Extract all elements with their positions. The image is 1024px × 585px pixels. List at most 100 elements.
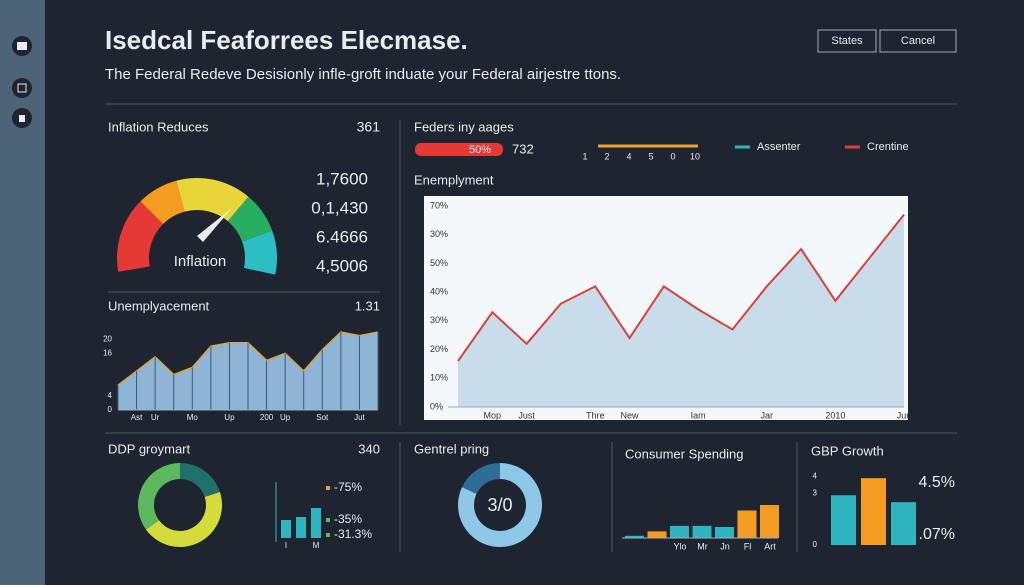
bar [831,495,856,545]
y-tick-label: 20% [430,344,448,354]
donut-segment [461,463,500,494]
line [457,213,905,362]
x-tick-label: Mop [484,410,502,420]
x-tick-label: Mo [187,413,199,422]
bar [737,510,757,538]
panel-title: DDP groymart [108,441,191,456]
y-tick-label: 50% [430,258,448,268]
y-tick-label: 0 [813,540,818,549]
y-tick-label: 0% [430,401,443,411]
x-tick-label: New [621,410,640,420]
button[interactable] [817,29,877,53]
x-tick-label: Jn [720,541,730,551]
button-label[interactable]: States [831,35,863,47]
bar [891,502,916,545]
count: 732 [512,141,534,156]
button[interactable] [879,29,957,53]
donut-segment [180,463,220,497]
gauge-segment [140,180,185,225]
badge: 361 [357,119,381,135]
x-tick-label: Ylo [673,541,686,551]
panel-title: Unemplyacement [108,298,210,313]
x-tick-label: Sot [316,413,329,422]
nav-glyph [19,115,25,122]
badge: 1.31 [355,298,380,313]
bar [670,525,689,538]
legend-label: Crentine [867,141,909,153]
scale-label: 2 [604,151,609,161]
gauge [117,178,277,275]
scale-label: 1 [582,151,587,161]
bar [296,517,306,538]
x-tick-label: M [313,541,320,550]
y-tick-label: 3 [813,489,818,498]
stat: 6.4666 [316,227,368,246]
x-tick-label: 2010 [825,410,845,420]
x-tick-label: Iam [691,410,706,420]
note: -75% [334,480,362,494]
note-bullet [326,518,330,522]
x-tick-label: Ast [131,413,143,422]
panel-title: Gentrel pring [414,441,489,456]
x-tick-label: Mr [697,541,708,551]
y-tick-label: 30% [430,229,448,239]
stat: 4,5006 [316,256,368,275]
donut-segment [458,463,542,548]
area [458,214,904,407]
progress-label: 50% [469,144,491,156]
y-tick-label: 10% [430,373,448,383]
y-tick-label: 40% [430,287,448,297]
stat: 1,7600 [316,169,368,188]
x-tick-label: Art [764,541,776,551]
donut-segment [138,463,180,530]
page-title: Isedcal Feaforrees Elecmase. [105,25,468,55]
gauge-segment [227,196,273,242]
x-tick-label: I [285,541,287,550]
scale-label: 4 [626,151,631,161]
progress-bar [415,143,503,156]
donut-segment [146,492,222,547]
value-label: .07% [919,526,955,543]
y-tick-label: 30% [430,315,448,325]
scale-label: 0 [670,151,675,161]
bar [692,525,712,538]
donut-center: 3/0 [487,495,512,515]
gauge-segment [117,201,164,272]
x-tick-label: Jut [354,413,365,422]
bar [647,531,667,538]
panel-title: GBP Growth [811,443,884,458]
badge: 340 [358,441,380,456]
subtitle: The Federal Redeve Desisionly infle-grof… [105,66,621,83]
legend-label: Assenter [757,141,801,153]
x-tick-label: 200 [260,413,274,422]
value-label: 4.5% [919,474,955,491]
bar [311,508,321,538]
y-tick-label: 4 [108,391,113,400]
x-tick-label: Fl [744,541,752,551]
button-label[interactable]: Cancel [901,35,935,47]
x-tick-label: Ur [151,413,160,422]
y-tick-label: 4 [813,472,818,481]
gauge-label: Inflation [174,253,227,270]
panel-title: Consumer Spending [625,446,744,461]
gauge-segment [242,230,277,275]
y-tick-label: 0 [108,405,113,414]
bar [861,478,886,545]
bar [760,505,779,538]
nav-icon[interactable] [12,78,32,98]
gauge-needle [197,208,232,242]
y-tick-label: 16 [103,348,112,357]
panel-title: Inflation Reduces [108,119,209,134]
x-tick-label: Thre [586,410,605,420]
panel-title: Enemplyment [414,172,494,187]
x-tick-label: Up [224,413,235,422]
x-tick-label: Jar [761,410,774,420]
bar [715,527,734,538]
note: -35% [334,512,362,526]
gauge-segment [176,178,249,222]
stat: 0,1,430 [311,198,368,217]
nav-glyph [17,83,27,93]
panel-title: Feders iny aages [414,119,514,134]
